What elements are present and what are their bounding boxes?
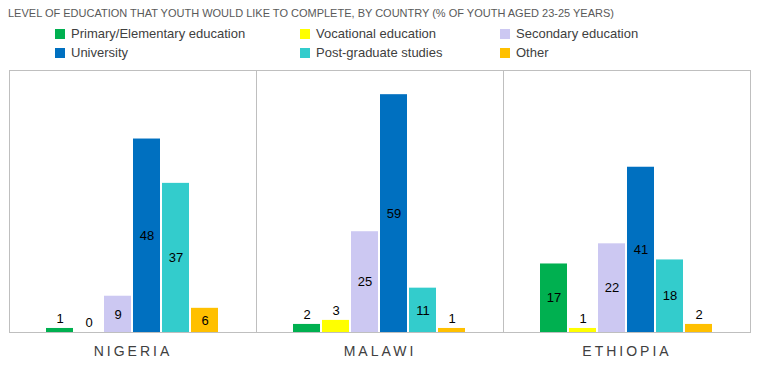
svg-text:17: 17 <box>547 290 561 305</box>
svg-text:22: 22 <box>605 280 619 295</box>
html-text:Other: Other <box>516 45 549 60</box>
svg-text:MALAWI: MALAWI <box>344 343 417 359</box>
svg-text:1: 1 <box>448 311 455 326</box>
svg-text:6: 6 <box>201 313 208 328</box>
svg-text:37: 37 <box>169 250 183 265</box>
svg-text:NIGERIA: NIGERIA <box>94 343 173 359</box>
svg-text:1: 1 <box>579 311 586 326</box>
svg-text:2: 2 <box>303 307 310 322</box>
svg-text:ETHIOPIA: ETHIOPIA <box>582 343 671 359</box>
svg-text:2: 2 <box>695 307 702 322</box>
svg-text:0: 0 <box>85 315 92 330</box>
html-text:Vocational education: Vocational education <box>316 26 436 41</box>
html-text:Primary/Elementary education: Primary/Elementary education <box>71 26 246 41</box>
svg-text:9: 9 <box>114 307 121 322</box>
html-text:LEVEL OF EDUCATION THAT YOUTH: LEVEL OF EDUCATION THAT YOUTH WOULD LIKE… <box>8 7 614 19</box>
svg-text:48: 48 <box>140 228 154 243</box>
svg-text:11: 11 <box>416 302 430 317</box>
svg-text:3: 3 <box>332 303 339 318</box>
html-text:Post-graduate studies: Post-graduate studies <box>316 45 443 60</box>
html-text:Secondary education: Secondary education <box>516 26 639 41</box>
svg-text:41: 41 <box>634 242 648 257</box>
svg-text:1: 1 <box>56 311 63 326</box>
svg-text:18: 18 <box>663 288 677 303</box>
html-text:University: University <box>71 45 129 60</box>
svg-text:59: 59 <box>387 206 401 221</box>
svg-text:25: 25 <box>358 274 372 289</box>
